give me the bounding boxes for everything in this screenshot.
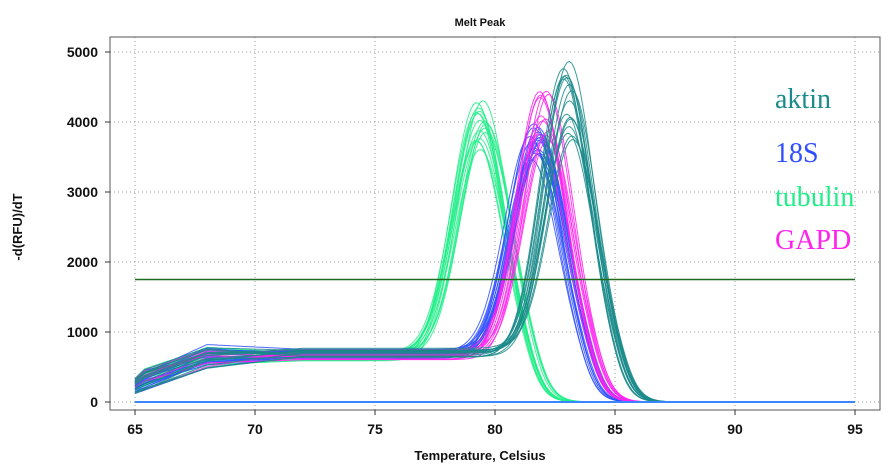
x-tick-label: 90 bbox=[727, 421, 743, 437]
legend-entry-aktin: aktin bbox=[775, 84, 831, 115]
legend-entry-tubulin: tubulin bbox=[775, 182, 854, 213]
legend-entry-gapd: GAPD bbox=[775, 225, 851, 256]
x-tick-label: 70 bbox=[247, 421, 263, 437]
axis-layer: 65 70 75 80 85 90 95 0 1000 2000 3000 4000 5000 bbox=[67, 36, 881, 437]
x-tick-label: 85 bbox=[607, 421, 623, 437]
chart-title: Melt Peak bbox=[455, 17, 507, 29]
curve-layer bbox=[134, 60, 855, 403]
legend-entry-18s: 18S bbox=[775, 138, 819, 169]
x-tick-label: 95 bbox=[847, 421, 863, 437]
x-tick-label: 75 bbox=[367, 421, 383, 437]
legend: aktin 18S tubulin GAPD bbox=[775, 84, 854, 256]
x-tick-label: 65 bbox=[127, 421, 143, 437]
y-tick-label: 2000 bbox=[67, 254, 98, 270]
x-axis-title: Temperature, Celsius bbox=[414, 448, 545, 463]
y-tick-label: 4000 bbox=[67, 114, 98, 130]
y-tick-label: 1000 bbox=[67, 324, 98, 340]
y-tick-label: 3000 bbox=[67, 184, 98, 200]
y-tick-label: 5000 bbox=[67, 44, 98, 60]
y-axis-title: -d(RFU)/dT bbox=[10, 193, 25, 260]
y-tick-label: 0 bbox=[90, 394, 98, 410]
x-tick-label: 80 bbox=[487, 421, 503, 437]
